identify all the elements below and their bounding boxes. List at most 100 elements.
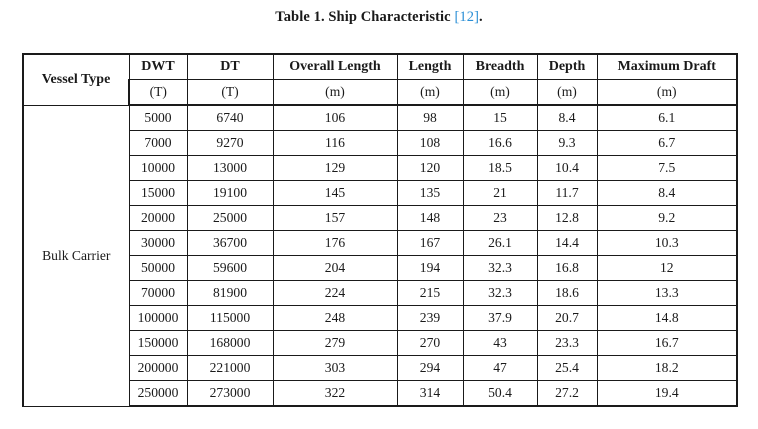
unit-dwt: (T): [128, 79, 188, 106]
cell-maximum-draft: 13.3: [596, 280, 738, 306]
cell-depth: 18.6: [536, 280, 598, 306]
cell-depth: 11.7: [536, 180, 598, 206]
cell-depth: 23.3: [536, 330, 598, 356]
cell-dwt: 150000: [128, 330, 188, 356]
cell-breadth: 37.9: [462, 305, 538, 331]
cell-depth: 8.4: [536, 104, 598, 131]
cell-dwt: 7000: [128, 130, 188, 156]
header-depth: Depth: [536, 53, 598, 80]
cell-length: 108: [396, 130, 464, 156]
cell-maximum-draft: 18.2: [596, 355, 738, 381]
cell-dt: 25000: [186, 205, 274, 231]
cell-dwt: 50000: [128, 255, 188, 281]
table-row: 50000 59600 204 194 32.3 16.8 12: [23, 255, 738, 281]
cell-dwt: 20000: [128, 205, 188, 231]
cell-depth: 14.4: [536, 230, 598, 256]
table-row: 30000 36700 176 167 26.1 14.4 10.3: [23, 230, 738, 256]
cell-overall-length: 116: [272, 130, 398, 156]
cell-dt: 115000: [186, 305, 274, 331]
unit-length: (m): [396, 79, 464, 106]
cell-breadth: 16.6: [462, 130, 538, 156]
citation-link[interactable]: [12]: [454, 9, 479, 25]
cell-length: 194: [396, 255, 464, 281]
header-vessel-type: Vessel Type: [22, 53, 130, 106]
vessel-type-cell: Bulk Carrier: [22, 104, 130, 407]
table-row: 20000 25000 157 148 23 12.8 9.2: [23, 205, 738, 231]
cell-dt: 36700: [186, 230, 274, 256]
cell-maximum-draft: 8.4: [596, 180, 738, 206]
cell-maximum-draft: 6.1: [596, 104, 738, 131]
header-breadth: Breadth: [462, 53, 538, 80]
table-row: 7000 9270 116 108 16.6 9.3 6.7: [23, 130, 738, 156]
cell-dt: 9270: [186, 130, 274, 156]
table-row: 200000 221000 303 294 47 25.4 18.2: [23, 355, 738, 381]
cell-dwt: 200000: [128, 355, 188, 381]
cell-length: 148: [396, 205, 464, 231]
caption-period: .: [479, 9, 483, 25]
cell-length: 294: [396, 355, 464, 381]
cell-depth: 9.3: [536, 130, 598, 156]
unit-overall-length: (m): [272, 79, 398, 106]
cell-breadth: 23: [462, 205, 538, 231]
cell-dt: 19100: [186, 180, 274, 206]
cell-overall-length: 176: [272, 230, 398, 256]
cell-length: 314: [396, 380, 464, 407]
cell-dwt: 15000: [128, 180, 188, 206]
unit-dt: (T): [186, 79, 274, 106]
cell-overall-length: 157: [272, 205, 398, 231]
cell-overall-length: 129: [272, 155, 398, 181]
cell-overall-length: 303: [272, 355, 398, 381]
cell-length: 167: [396, 230, 464, 256]
cell-dwt: 70000: [128, 280, 188, 306]
unit-depth: (m): [536, 79, 598, 106]
table-caption: Table 1. Ship Characteristic [12].: [0, 9, 758, 26]
cell-length: 215: [396, 280, 464, 306]
cell-depth: 16.8: [536, 255, 598, 281]
cell-depth: 25.4: [536, 355, 598, 381]
cell-depth: 10.4: [536, 155, 598, 181]
header-row: Vessel Type DWT DT Overall Length Length…: [22, 53, 738, 106]
cell-dt: 6740: [186, 104, 274, 131]
unit-breadth: (m): [462, 79, 538, 106]
cell-overall-length: 224: [272, 280, 398, 306]
cell-breadth: 26.1: [462, 230, 538, 256]
cell-length: 239: [396, 305, 464, 331]
cell-dwt: 250000: [128, 380, 188, 407]
cell-maximum-draft: 16.7: [596, 330, 738, 356]
header-length: Length: [396, 53, 464, 80]
cell-breadth: 32.3: [462, 280, 538, 306]
table-row: 250000 273000 322 314 50.4 27.2 19.4: [23, 380, 738, 407]
cell-maximum-draft: 19.4: [596, 380, 738, 407]
cell-dt: 81900: [186, 280, 274, 306]
cell-dt: 13000: [186, 155, 274, 181]
cell-overall-length: 145: [272, 180, 398, 206]
cell-breadth: 21: [462, 180, 538, 206]
ship-characteristics-table: Vessel Type DWT DT Overall Length Length…: [22, 53, 738, 407]
header-dt: DT: [186, 53, 274, 80]
header-maximum-draft: Maximum Draft: [596, 53, 738, 80]
cell-length: 270: [396, 330, 464, 356]
table-body: Bulk Carrier 5000 6740 106 98 15 8.4 6.1 7000 927…: [22, 104, 738, 407]
table-row: 100000 115000 248 239 37.9 20.7 14.8: [23, 305, 738, 331]
cell-breadth: 15: [462, 104, 538, 131]
cell-dwt: 30000: [128, 230, 188, 256]
cell-overall-length: 204: [272, 255, 398, 281]
cell-dt: 273000: [186, 380, 274, 407]
cell-breadth: 50.4: [462, 380, 538, 407]
cell-maximum-draft: 6.7: [596, 130, 738, 156]
table-row: Bulk Carrier 5000 6740 106 98 15 8.4 6.1: [22, 104, 738, 407]
cell-depth: 12.8: [536, 205, 598, 231]
header-overall-length: Overall Length: [272, 53, 398, 80]
cell-overall-length: 279: [272, 330, 398, 356]
unit-maximum-draft: (m): [596, 79, 738, 106]
table-row: 150000 168000 279 270 43 23.3 16.7: [23, 330, 738, 356]
cell-overall-length: 322: [272, 380, 398, 407]
caption-text: Table 1. Ship Characteristic: [275, 9, 455, 25]
cell-depth: 20.7: [536, 305, 598, 331]
cell-maximum-draft: 7.5: [596, 155, 738, 181]
cell-breadth: 43: [462, 330, 538, 356]
table-row: 15000 19100 145 135 21 11.7 8.4: [23, 180, 738, 206]
cell-maximum-draft: 12: [596, 255, 738, 281]
cell-depth: 27.2: [536, 380, 598, 407]
cell-length: 120: [396, 155, 464, 181]
